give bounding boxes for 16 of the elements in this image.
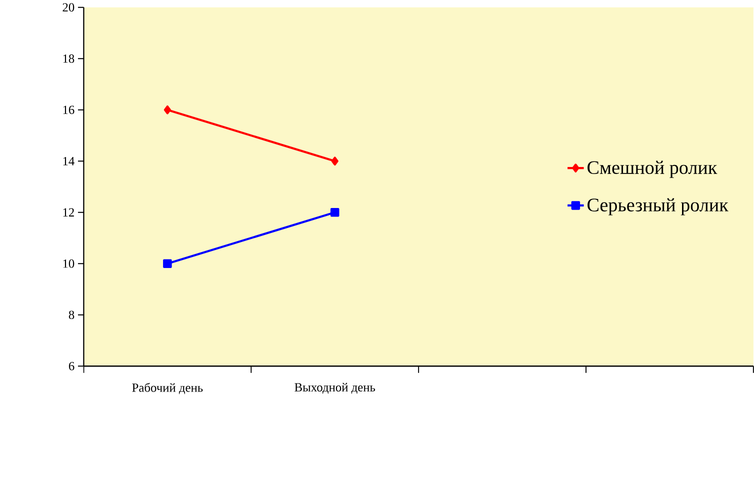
y-tick-label: 6 <box>68 362 74 370</box>
y-tick-label: 16 <box>63 106 74 114</box>
y-tick-label: 10 <box>63 260 74 268</box>
y-tick-label: 14 <box>63 157 74 166</box>
legend-label: Смешной ролик <box>588 160 718 178</box>
y-tick-label: 20 <box>62 3 74 12</box>
y-tick-label: 18 <box>63 54 74 63</box>
point <box>163 259 172 268</box>
y-tick-label: 12 <box>63 208 74 217</box>
point <box>331 156 338 166</box>
point <box>330 208 340 217</box>
x-tick-label: Рабочий день <box>132 383 203 394</box>
x-tick-label: Выходной день <box>294 383 376 394</box>
y-tick-label: 8 <box>68 310 74 320</box>
legend-label: Серьезный ролик <box>588 198 728 216</box>
point <box>164 106 171 114</box>
